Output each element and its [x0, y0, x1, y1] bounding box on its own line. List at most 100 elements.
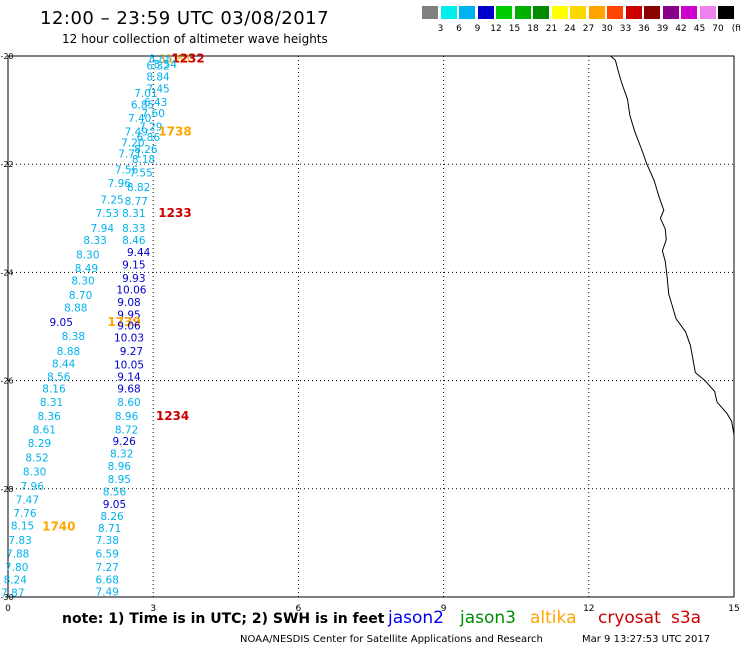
- wave-height-value: 8.36: [37, 411, 61, 423]
- wave-height-value: 8.96: [108, 461, 132, 473]
- wave-height-value: 7.76: [13, 508, 37, 520]
- color-swatch: [496, 6, 512, 19]
- latitude-label: -26: [0, 377, 13, 386]
- wave-height-value: 8.30: [71, 276, 94, 288]
- wave-height-value: 7.25: [100, 194, 123, 206]
- longitude-label: 3: [150, 604, 156, 614]
- wave-height-value: 10.06: [116, 285, 146, 297]
- color-scale-label: 27: [582, 24, 595, 34]
- wave-height-value: 8.88: [64, 303, 87, 315]
- wave-height-value: 8.84: [146, 72, 170, 84]
- wave-height-value: 9.95: [117, 310, 140, 322]
- color-swatch: [459, 6, 475, 19]
- color-swatch: [477, 6, 494, 19]
- wave-height-value: 7.47: [16, 495, 39, 507]
- wave-height-value: 7.49: [96, 587, 119, 599]
- wave-height-value: 8.56: [47, 371, 71, 383]
- wave-height-value: 8.88: [57, 346, 80, 358]
- wave-height-value: 8.82: [127, 182, 150, 194]
- latitude-label: -20: [0, 52, 13, 61]
- color-scale-label: 21: [545, 24, 558, 34]
- latitude-label: -28: [0, 485, 13, 494]
- longitude-label: 9: [441, 604, 447, 614]
- color-swatch: [422, 6, 438, 19]
- wave-height-value: 8.32: [110, 449, 133, 461]
- color-scale-label: 42: [675, 24, 687, 34]
- wave-height-value: 8.26: [100, 511, 124, 523]
- wave-height-value: 9.08: [117, 297, 140, 309]
- legend-cryosat: cryosat: [598, 608, 661, 628]
- wave-height-value: 6.85: [131, 100, 154, 112]
- legend-s3a: s3a: [671, 608, 702, 628]
- wave-height-value: 8.54: [154, 59, 178, 71]
- color-swatch: [644, 6, 660, 19]
- map-title: 12:00 – 23:59 UTC 03/08/2017: [40, 8, 330, 29]
- map-frame: [7, 55, 735, 598]
- color-scale-label: 15: [508, 24, 521, 34]
- latitude-label: -24: [0, 268, 13, 277]
- longitude-label: 0: [5, 604, 11, 614]
- wave-height-value: 8.49: [75, 263, 98, 275]
- pass-time-label: 1738: [158, 125, 191, 139]
- color-scale-label: 24: [564, 24, 576, 34]
- color-scale-label: 3: [437, 24, 444, 34]
- wave-height-value: 7.96: [21, 481, 45, 493]
- wave-height-value: 8.31: [122, 208, 145, 220]
- longitude-label: 12: [583, 604, 594, 614]
- pass-time-label: 1739: [107, 315, 140, 329]
- color-swatch: [699, 6, 716, 19]
- credit-line: NOAA/NESDIS Center for Satellite Applica…: [240, 634, 543, 645]
- wave-height-value: 7.55: [129, 167, 152, 179]
- wave-height-value: 6.43: [144, 97, 167, 109]
- wave-height-value: 8.30: [23, 466, 46, 478]
- color-swatch: [607, 6, 623, 19]
- pass-time-label: 1234: [156, 409, 189, 423]
- wave-height-value: 7.94: [91, 223, 115, 235]
- wave-height-value: 9.05: [50, 317, 73, 329]
- color-swatch: [551, 6, 568, 19]
- color-scale-label: 33: [619, 24, 632, 34]
- wave-height-value: 7.60: [142, 108, 165, 120]
- color-swatch: [718, 6, 734, 19]
- wave-height-value: 10.03: [114, 332, 144, 344]
- color-scale-label: 9: [474, 24, 481, 34]
- color-swatch: [533, 6, 549, 19]
- pass-time-label: 1233: [158, 206, 191, 220]
- longitude-label: 6: [296, 604, 302, 614]
- wave-height-value: 10.05: [114, 359, 144, 371]
- wave-height-value: 8.31: [40, 397, 63, 409]
- wave-height-value: 8.77: [125, 196, 148, 208]
- wave-height-value: 8.24: [4, 575, 28, 587]
- wave-height-value: 9.27: [120, 346, 143, 358]
- wave-height-value: 7.49: [125, 127, 148, 139]
- color-scale-label: (ft): [731, 24, 740, 34]
- wave-height-value: 7.40: [128, 113, 151, 125]
- wave-height-value: 7.20: [121, 138, 144, 150]
- generated-timestamp: Mar 9 13:27:53 UTC 2017: [582, 634, 711, 645]
- color-scale-label: 45: [693, 24, 706, 34]
- wave-height-value: 7.38: [96, 535, 119, 547]
- wave-height-value: 8.33: [83, 235, 106, 247]
- color-scale-label: 36: [638, 24, 650, 34]
- wave-height-value: 6.32: [146, 61, 169, 73]
- wave-height-value: 7.88: [6, 549, 29, 561]
- wave-height-value: 7.56: [115, 165, 139, 177]
- wave-height-value: 6.68: [96, 575, 119, 587]
- map-subtitle: 12 hour collection of altimeter wave hei…: [62, 32, 328, 46]
- wave-height-value: 11.88: [160, 54, 190, 66]
- wave-height-value: 8.33: [122, 223, 145, 235]
- pass-time-label: 1740: [42, 520, 75, 534]
- longitude-label: 15: [728, 604, 739, 614]
- wave-height-value: 8.88: [149, 54, 172, 66]
- color-swatch: [625, 6, 642, 19]
- wave-height-value: 8.60: [117, 397, 140, 409]
- wave-height-value: 9.05: [103, 499, 126, 511]
- wave-height-value: 8.16: [42, 384, 66, 396]
- wave-height-value: 7.27: [96, 562, 119, 574]
- wave-height-value: 6.86: [137, 132, 161, 144]
- wave-height-value: 8.44: [52, 358, 76, 370]
- wave-height-value: 9.44: [127, 247, 151, 259]
- wave-height-value: 8.30: [76, 250, 99, 262]
- color-scale-label: 6: [456, 24, 462, 34]
- wave-height-value: 8.56: [103, 487, 127, 499]
